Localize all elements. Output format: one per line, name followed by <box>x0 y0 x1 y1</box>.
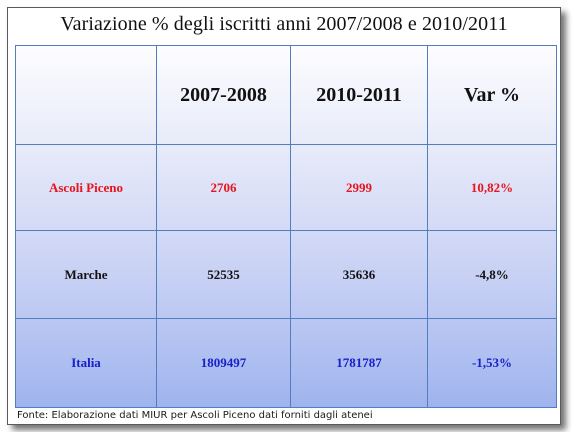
cell-2007-2008: 2706 <box>156 144 291 231</box>
cell-var: 10,82% <box>427 144 557 231</box>
row-label: Marche <box>15 230 157 319</box>
table-area: 2007-2008 2010-2011 Var % Ascoli Piceno … <box>15 45 557 408</box>
cell-2007-2008: 52535 <box>156 230 291 319</box>
slide-title: Variazione % degli iscritti anni 2007/20… <box>60 13 508 35</box>
table-row-italia: Italia 1809497 1781787 -1,53% <box>15 318 557 408</box>
cell-2010-2011: 35636 <box>290 230 428 319</box>
table-row-ascoli-piceno: Ascoli Piceno 2706 2999 10,82% <box>15 144 557 231</box>
table-header-row: 2007-2008 2010-2011 Var % <box>15 45 557 145</box>
header-cell-2010-2011: 2010-2011 <box>290 45 428 145</box>
enrollment-table: 2007-2008 2010-2011 Var % Ascoli Piceno … <box>15 45 557 408</box>
cell-var: -1,53% <box>427 318 557 408</box>
cell-2007-2008: 1809497 <box>156 318 291 408</box>
source-footnote: Fonte: Elaborazione dati MIUR per Ascoli… <box>17 410 373 421</box>
table-row-marche: Marche 52535 35636 -4,8% <box>15 230 557 319</box>
header-cell-2007-2008: 2007-2008 <box>156 45 291 145</box>
cell-2010-2011: 1781787 <box>290 318 428 408</box>
row-label: Ascoli Piceno <box>15 144 157 231</box>
slide-frame: Variazione % degli iscritti anni 2007/20… <box>7 7 561 425</box>
cell-var: -4,8% <box>427 230 557 319</box>
header-cell-empty <box>15 45 157 145</box>
cell-2010-2011: 2999 <box>290 144 428 231</box>
row-label: Italia <box>15 318 157 408</box>
header-cell-var: Var % <box>427 45 557 145</box>
